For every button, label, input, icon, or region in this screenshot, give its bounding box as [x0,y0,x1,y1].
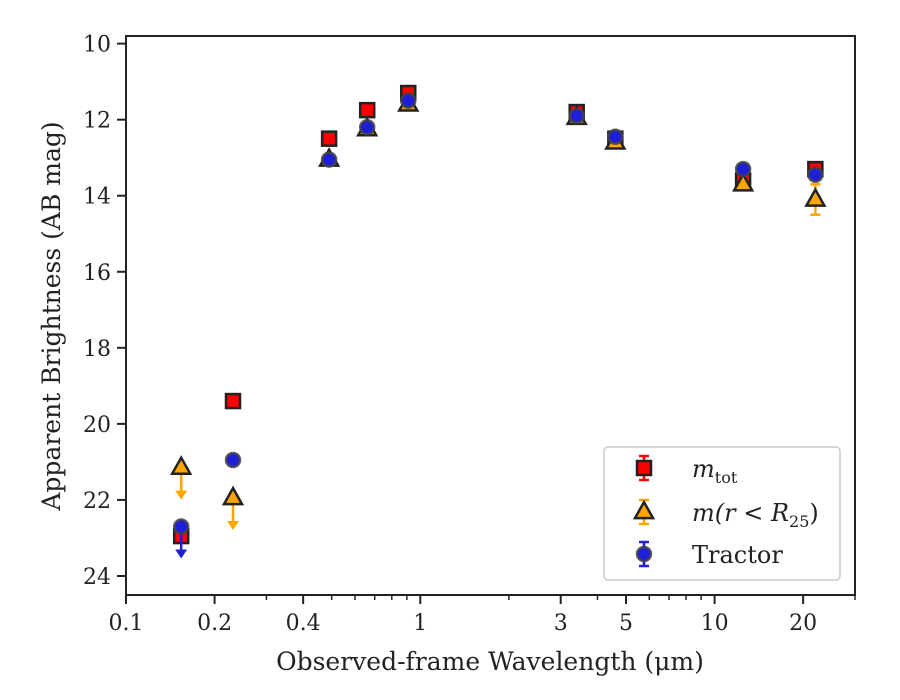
legend-box [603,446,841,581]
legend-label: mtot [692,455,738,487]
point-circle [320,151,338,168]
data-points [170,84,827,559]
point-square [358,101,376,119]
point-triangle [170,455,193,475]
y-tick-label: 10 [83,33,111,58]
x-tick-label: 10 [701,611,729,636]
y-tick-label: 18 [83,337,111,362]
point-circle [607,128,624,146]
point-circle [807,166,824,184]
x-axis-ticks: 0.1 0.2 0.4 1 3 5 10 20 [109,595,817,636]
point-circle [399,92,417,109]
point-circle [734,160,752,178]
series-circle [172,92,824,559]
legend-marker-square [635,459,653,477]
upper-limit-arrow-head [227,521,240,531]
point-circle [224,451,242,469]
legend-marker-triangle [632,499,656,520]
x-tick-label: 0.4 [286,611,321,636]
point-square [320,130,338,147]
x-tick-label: 5 [619,611,633,636]
x-tick-label: 0.2 [197,611,232,636]
legend-marker-circle [635,545,653,563]
y-tick-label: 16 [83,261,111,286]
upper-limit-arrow-head [175,549,188,559]
y-tick-label: 14 [83,185,111,210]
y-tick-label: 22 [83,489,111,514]
y-axis-label: Apparent Brightness (AB mag) [37,121,66,511]
upper-limit-arrow-head [175,490,188,500]
point-triangle [804,187,827,207]
x-axis-label: Observed-frame Wavelength (μm) [276,647,704,676]
x-tick-label: 1 [413,611,427,636]
point-circle [568,107,585,125]
point-square [224,392,242,410]
x-tick-label: 20 [789,611,817,636]
point-circle [172,518,190,535]
legend-label: m(r < R25) [692,499,819,531]
point-triangle [731,171,755,192]
legend: mtot m(r < R25) Tractor [603,446,841,581]
x-tick-label: 0.1 [109,611,144,636]
point-triangle [221,485,245,506]
y-axis-ticks: 10 12 14 16 18 20 22 24 [83,33,126,590]
y-tick-label: 12 [83,109,111,134]
y-tick-label: 24 [83,565,111,590]
x-tick-label: 3 [554,611,568,636]
point-circle [358,119,376,136]
plot-frame [125,35,856,596]
y-tick-label: 20 [83,413,111,438]
legend-label: Tractor [692,541,783,569]
